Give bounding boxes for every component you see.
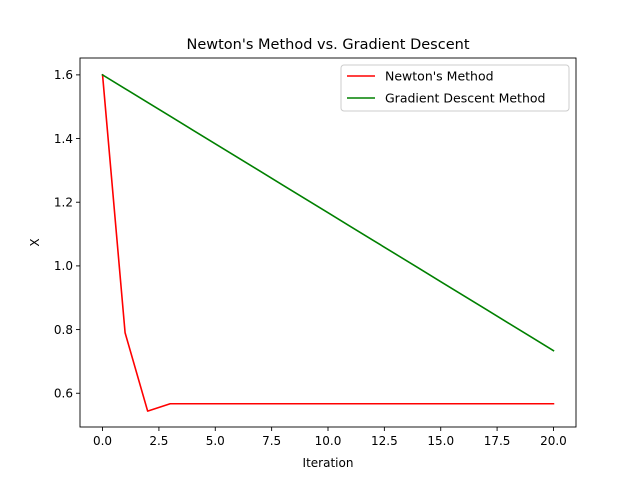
y-tick-label: 0.8 [54, 323, 73, 337]
x-axis: 0.0 2.5 5.0 7.5 10.0 12.5 15.0 17.5 20.0 [93, 427, 567, 448]
x-tick-label: 17.5 [484, 434, 511, 448]
plot-background [80, 58, 576, 427]
x-tick-label: 0.0 [93, 434, 112, 448]
x-axis-label: Iteration [303, 456, 354, 470]
y-tick-label: 1.0 [54, 259, 73, 273]
y-tick-label: 1.4 [54, 132, 73, 146]
series-line-1 [101, 73, 555, 352]
x-tick-label: 2.5 [149, 434, 168, 448]
chart-title: Newton's Method vs. Gradient Descent [187, 37, 470, 53]
legend-label: Newton's Method [385, 69, 494, 84]
x-tick-label: 10.0 [315, 434, 342, 448]
y-tick-label: 0.6 [54, 387, 73, 401]
legend-items: Newton's Method Gradient Descent Method [347, 69, 545, 106]
y-axis: 0.6 0.8 1.0 1.2 1.4 1.6 [54, 68, 80, 401]
x-tick-label: 15.0 [427, 434, 454, 448]
series-layer [101, 73, 555, 412]
series-line-0 [101, 74, 555, 412]
x-tick-label: 12.5 [371, 434, 398, 448]
y-tick-label: 1.6 [54, 68, 73, 82]
x-tick-label: 20.0 [540, 434, 567, 448]
legend: Newton's Method Gradient Descent Method [340, 64, 570, 112]
plot-area [79, 57, 577, 428]
legend-box [340, 64, 570, 112]
x-tick-label: 7.5 [262, 434, 281, 448]
y-axis-label: X [28, 238, 42, 246]
y-tick-label: 1.2 [54, 196, 73, 210]
legend-label: Gradient Descent Method [385, 91, 545, 106]
x-tick-label: 5.0 [206, 434, 225, 448]
